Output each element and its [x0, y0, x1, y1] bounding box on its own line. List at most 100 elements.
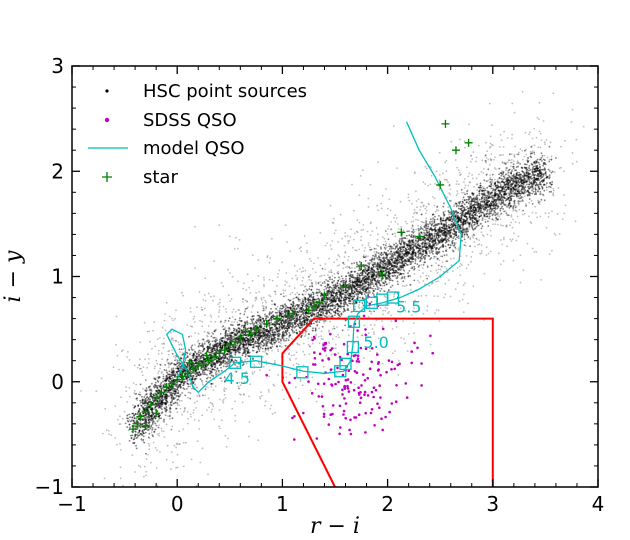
hsc-point: [391, 245, 394, 248]
hsc-point: [392, 247, 395, 250]
hsc-point: [319, 290, 321, 293]
hsc-point: [403, 285, 406, 287]
hsc-point: [285, 272, 288, 274]
hsc-point: [503, 204, 506, 206]
hsc-point: [175, 407, 178, 410]
hsc-point: [410, 234, 413, 236]
hsc-point: [463, 191, 465, 194]
hsc-point: [447, 181, 449, 184]
hsc-point: [318, 310, 321, 313]
hsc-point: [417, 228, 420, 230]
hsc-point: [517, 165, 519, 168]
hsc-point: [104, 407, 107, 410]
hsc-point: [166, 371, 168, 374]
hsc-point: [140, 438, 143, 441]
hsc-point: [517, 200, 520, 203]
hsc-point: [503, 238, 505, 241]
hsc-point: [340, 312, 343, 315]
hsc-point: [139, 367, 141, 370]
hsc-point: [288, 357, 291, 360]
hsc-point: [448, 192, 451, 195]
hsc-point: [327, 280, 330, 283]
hsc-point: [528, 202, 531, 204]
hsc-point: [313, 315, 316, 318]
hsc-point: [242, 393, 245, 395]
hsc-point: [210, 316, 213, 318]
hsc-point: [421, 221, 424, 224]
hsc-point: [341, 237, 343, 240]
hsc-point: [439, 246, 442, 249]
hsc-point: [189, 352, 192, 354]
hsc-point: [531, 137, 534, 140]
hsc-point: [548, 191, 551, 193]
hsc-point: [463, 230, 465, 232]
hsc-point: [354, 291, 356, 294]
hsc-point: [143, 475, 145, 478]
hsc-point: [299, 380, 302, 383]
hsc-point: [268, 369, 271, 371]
hsc-point: [498, 167, 501, 170]
hsc-point: [417, 219, 419, 222]
hsc-point: [259, 315, 261, 317]
hsc-point: [144, 404, 146, 407]
hsc-point: [442, 172, 444, 175]
hsc-point: [164, 364, 167, 366]
hsc-point: [271, 279, 274, 282]
hsc-point: [196, 400, 199, 403]
hsc-point: [389, 286, 392, 288]
hsc-point: [463, 181, 465, 184]
hsc-point: [271, 412, 274, 415]
hsc-point: [294, 386, 297, 389]
hsc-point: [388, 281, 390, 284]
hsc-point: [145, 458, 148, 460]
hsc-point: [156, 449, 158, 451]
hsc-point: [547, 216, 550, 218]
hsc-point: [295, 325, 298, 327]
hsc-point: [303, 353, 306, 356]
hsc-point: [444, 282, 447, 285]
hsc-point: [525, 204, 527, 207]
hsc-point: [274, 311, 277, 314]
hsc-point: [485, 141, 487, 144]
hsc-point: [388, 225, 390, 228]
hsc-point: [302, 293, 304, 296]
hsc-point: [408, 199, 411, 202]
hsc-point: [368, 310, 371, 313]
hsc-point: [170, 339, 173, 341]
hsc-point: [423, 244, 426, 247]
hsc-point: [361, 296, 364, 299]
hsc-point: [184, 407, 187, 409]
hsc-point: [204, 394, 207, 397]
hsc-point: [285, 339, 287, 342]
hsc-point: [554, 171, 556, 174]
hsc-point: [167, 350, 170, 353]
hsc-point: [156, 362, 159, 365]
hsc-point: [470, 256, 473, 258]
hsc-point: [449, 188, 452, 191]
hsc-point: [372, 285, 375, 288]
hsc-point: [162, 377, 165, 380]
hsc-point: [292, 332, 294, 334]
hsc-point: [460, 173, 462, 176]
hsc-point: [537, 118, 540, 120]
hsc-point: [548, 158, 551, 161]
hsc-point: [233, 248, 236, 250]
hsc-point: [500, 239, 502, 241]
hsc-point: [361, 302, 364, 304]
hsc-point: [553, 232, 556, 235]
hsc-point: [375, 227, 378, 229]
hsc-point: [467, 236, 470, 239]
hsc-point: [549, 182, 551, 184]
hsc-point: [210, 411, 213, 413]
hsc-point: [514, 145, 516, 148]
hsc-point: [268, 341, 271, 344]
hsc-point: [442, 211, 445, 214]
hsc-point: [315, 400, 318, 403]
hsc-point: [475, 237, 478, 240]
hsc-point: [511, 133, 514, 136]
hsc-point: [391, 352, 394, 355]
hsc-point: [457, 237, 460, 240]
hsc-point: [327, 276, 330, 279]
hsc-point: [263, 276, 265, 279]
hsc-point: [462, 311, 465, 313]
